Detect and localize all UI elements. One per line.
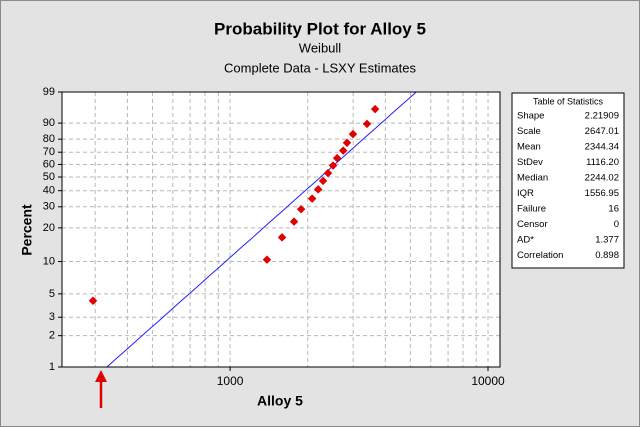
arrow-head (95, 370, 107, 382)
annotation-arrow (95, 370, 107, 408)
data-point (313, 185, 323, 194)
stats-value: 2244.02 (585, 173, 619, 184)
stats-value: 1556.95 (585, 188, 619, 199)
y-tick-label: 3 (49, 311, 55, 323)
stats-value: 0.898 (595, 250, 619, 261)
stats-label: Median (517, 173, 548, 184)
x-axis-label: Alloy 5 (257, 393, 303, 409)
stats-label: StDev (517, 157, 543, 168)
stats-label: Shape (517, 111, 544, 122)
y-tick-label: 40 (43, 185, 55, 197)
x-tick-label: 10000 (471, 374, 505, 388)
stats-label: IQR (517, 188, 534, 199)
y-tick-label: 10 (43, 255, 55, 267)
stats-label: Scale (517, 126, 541, 137)
y-tick-label: 1 (49, 361, 55, 373)
chart-subtitle: Complete Data - LSXY Estimates (224, 60, 416, 75)
stats-value: 2.21909 (585, 111, 619, 122)
x-tick-label: 1000 (217, 374, 244, 388)
y-tick-label: 80 (43, 133, 55, 145)
stats-value: 2344.34 (585, 142, 619, 153)
data-point (362, 119, 372, 129)
data-point (277, 233, 287, 242)
y-tick-label: 2 (49, 330, 55, 342)
stats-value: 0 (614, 219, 619, 230)
y-tick-label: 90 (43, 117, 55, 129)
stats-table-box (511, 92, 625, 269)
stats-label: Failure (517, 204, 546, 215)
plot-frame (61, 91, 501, 368)
stats-label: Mean (517, 142, 541, 153)
y-tick-label: 99 (43, 86, 55, 98)
fit-line (106, 91, 417, 368)
data-point (296, 204, 306, 214)
data-point (328, 161, 338, 170)
data-point (88, 296, 98, 306)
chart-subtitle: Weibull (299, 40, 342, 55)
stats-value: 2647.01 (585, 126, 619, 137)
data-point (289, 217, 299, 226)
stats-value: 1.377 (595, 235, 619, 246)
y-tick-label: 70 (43, 146, 55, 158)
y-tick-label: 5 (49, 288, 55, 300)
data-point (318, 176, 328, 186)
stats-value: 1116.20 (586, 157, 619, 168)
y-tick-label: 20 (43, 222, 55, 234)
data-point (262, 255, 272, 264)
stats-table-title: Table of Statistics (533, 96, 604, 106)
stats-label: Correlation (517, 250, 563, 261)
y-tick-label: 60 (43, 158, 55, 170)
data-point (307, 194, 317, 203)
data-point (348, 129, 358, 139)
data-point (370, 104, 380, 114)
plot-area (62, 92, 500, 367)
stats-value: 16 (608, 204, 619, 215)
chart-title: Probability Plot for Alloy 5 (214, 19, 426, 38)
y-tick-label: 50 (43, 171, 55, 183)
data-point (338, 146, 348, 155)
stats-label: AD* (517, 235, 534, 246)
y-tick-label: 30 (43, 201, 55, 213)
y-axis-label: Percent (19, 204, 35, 256)
data-point (332, 153, 342, 163)
stats-label: Censor (517, 219, 548, 230)
data-point (342, 138, 352, 147)
data-point (323, 168, 333, 178)
